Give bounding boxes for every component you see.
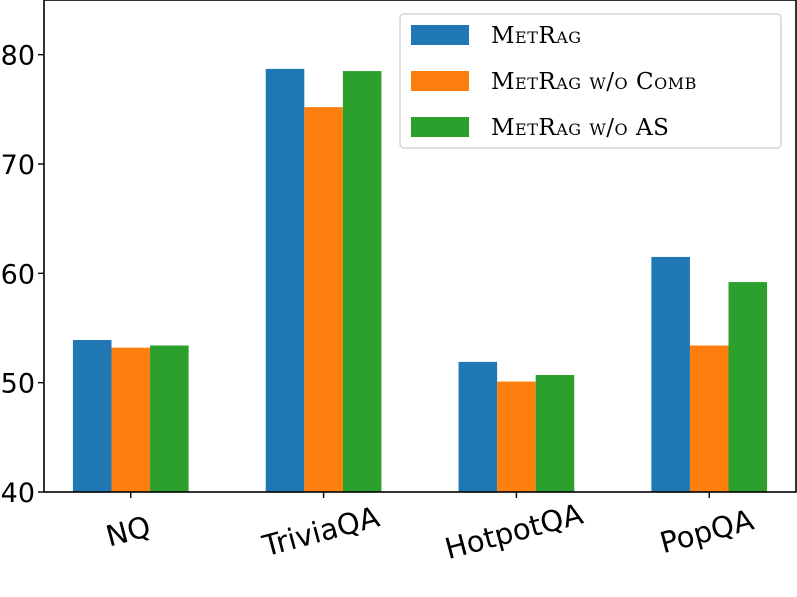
- legend-label-1: MetRag: [491, 23, 582, 49]
- bar-hotpotqa-series-2: [497, 381, 536, 492]
- x-tick-label-popqa: PopQA: [656, 503, 757, 561]
- bar-popqa-series-3: [728, 282, 768, 492]
- legend-swatch-1: [411, 25, 469, 45]
- legend: MetRag MetRag w/o Comb MetRag w/o AS: [399, 13, 782, 149]
- bar-popqa-series-2: [689, 345, 729, 492]
- bar-triviaqa-series-1: [265, 68, 305, 492]
- legend-label-3: MetRag w/o AS: [491, 115, 669, 141]
- bar-triviaqa-series-3: [342, 71, 382, 492]
- y-tick-label: 40: [1, 478, 35, 509]
- legend-label-2: MetRag w/o Comb: [491, 69, 697, 95]
- y-tick-label: 60: [1, 259, 35, 290]
- legend-swatch-2: [411, 71, 469, 91]
- y-axis: 40 50 60 70 80: [1, 41, 44, 509]
- x-tick-label-triviaqa: TriviaQA: [258, 499, 383, 563]
- bar-triviaqa-series-2: [304, 107, 343, 493]
- bar-nq-series-3: [150, 345, 189, 492]
- legend-swatch-3: [411, 117, 469, 137]
- bar-popqa-series-1: [651, 256, 690, 492]
- x-tick-label-hotpotqa: HotpotQA: [441, 497, 586, 566]
- plot-frame: [43, 0, 797, 493]
- y-tick-label: 50: [1, 369, 35, 400]
- bar-hotpotqa-series-1: [458, 361, 498, 492]
- bar-nq-series-1: [72, 340, 112, 492]
- x-axis: NQ TriviaQA HotpotQA PopQA: [102, 492, 757, 566]
- y-tick-label: 80: [1, 41, 35, 72]
- bars-group: [72, 68, 768, 493]
- x-tick-label-nq: NQ: [102, 509, 154, 553]
- legend-box: [399, 13, 782, 149]
- y-tick-label: 70: [1, 150, 35, 181]
- bar-nq-series-2: [111, 347, 151, 492]
- bar-hotpotqa-series-3: [535, 375, 575, 492]
